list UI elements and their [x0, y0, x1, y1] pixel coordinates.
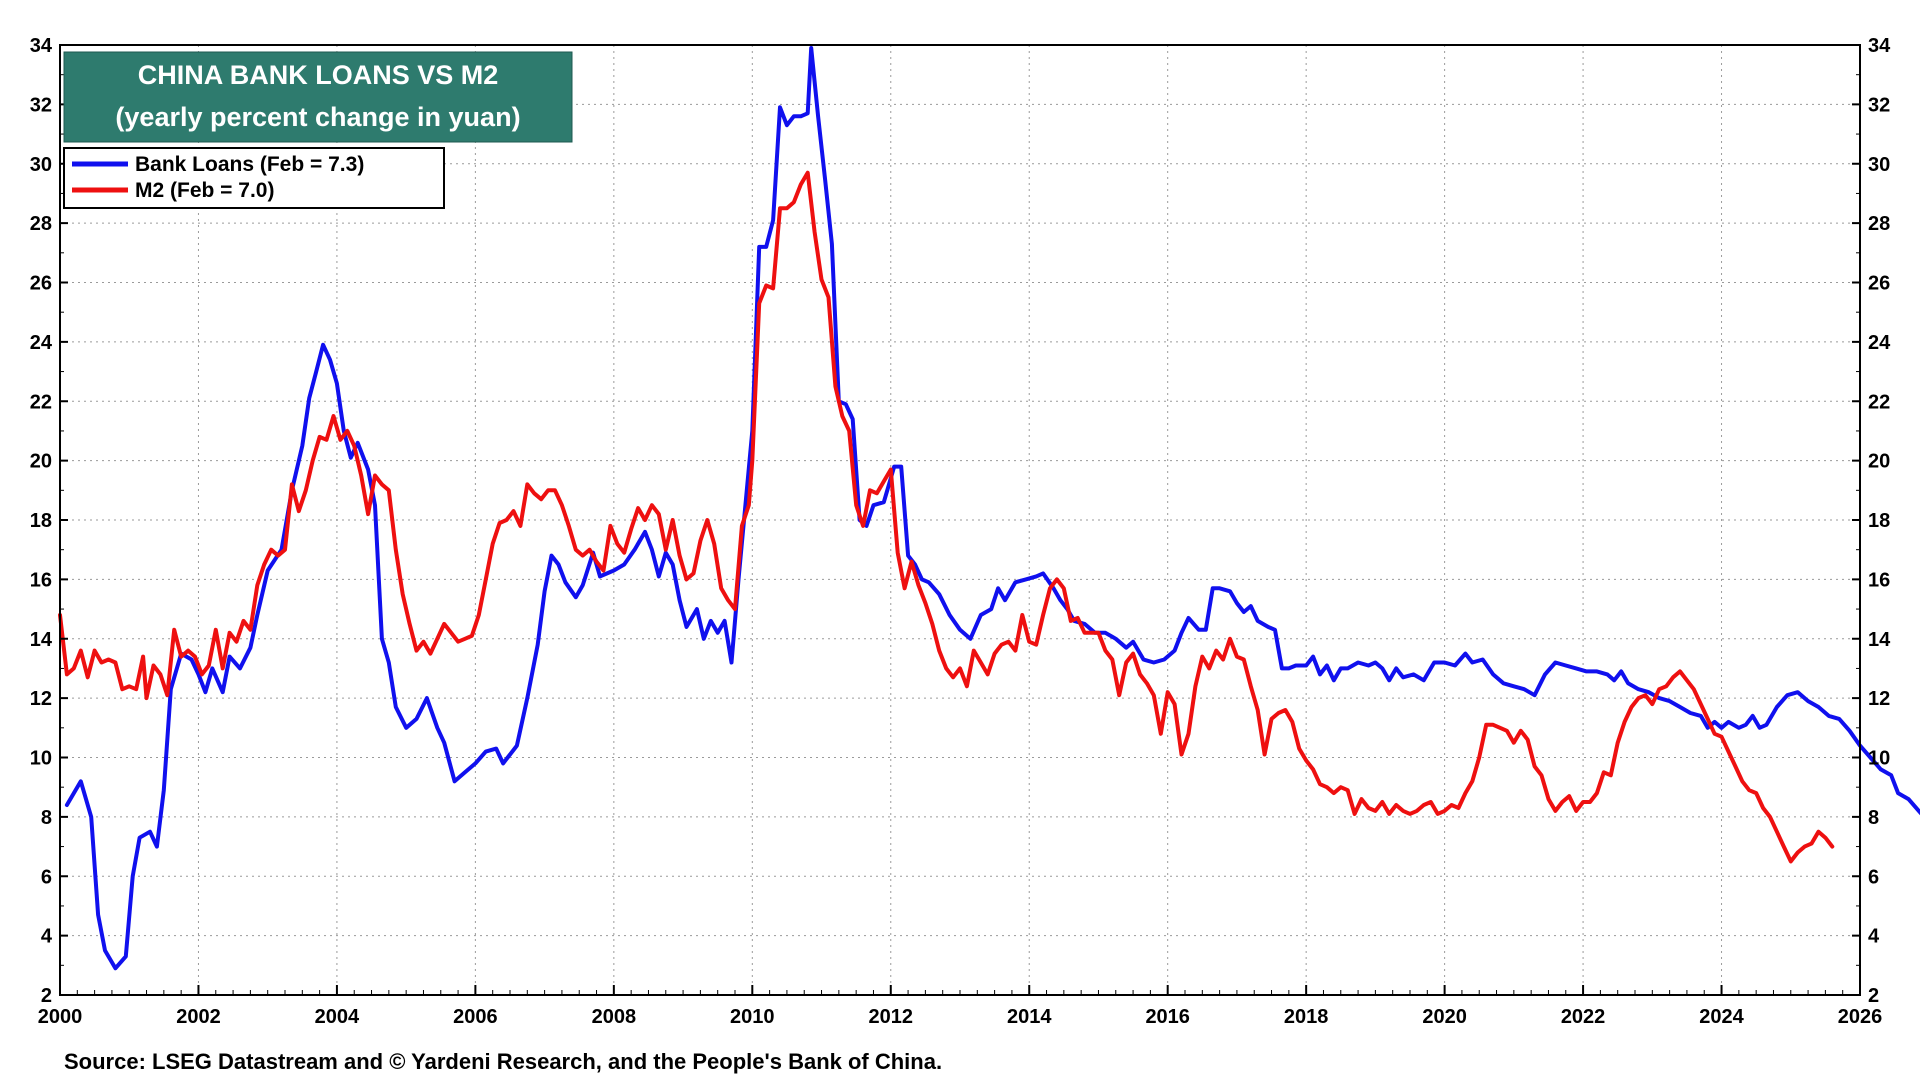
y-tick-label-left: 4 — [41, 926, 53, 948]
y-tick-label-left: 22 — [30, 391, 52, 413]
y-tick-label-right: 24 — [1868, 332, 1891, 354]
x-tick-label: 2012 — [869, 1006, 914, 1028]
x-tick-label: 2020 — [1422, 1006, 1467, 1028]
y-tick-label-right: 20 — [1868, 451, 1890, 473]
y-tick-label-left: 20 — [30, 451, 52, 473]
series-group — [58, 46, 1920, 971]
x-tick-label: 2004 — [315, 1006, 360, 1028]
y-tick-label-right: 12 — [1868, 688, 1890, 710]
y-tick-label-right: 26 — [1868, 273, 1890, 295]
title-box: CHINA BANK LOANS VS M2 (yearly percent c… — [63, 51, 573, 143]
x-tick-label: 2008 — [592, 1006, 637, 1028]
x-tick-label: 2026 — [1838, 1006, 1883, 1028]
y-tick-label-right: 30 — [1868, 154, 1890, 176]
y-tick-label-left: 28 — [30, 213, 52, 235]
y-tick-label-left: 30 — [30, 154, 52, 176]
y-tick-label-left: 26 — [30, 273, 52, 295]
y-tick-label-left: 24 — [30, 332, 53, 354]
y-tick-label-right: 18 — [1868, 510, 1890, 532]
y-tick-label-right: 2 — [1868, 985, 1879, 1007]
source-note: Source: LSEG Datastream and © Yardeni Re… — [64, 1049, 942, 1074]
y-tick-label-right: 28 — [1868, 213, 1890, 235]
y-tick-label-right: 10 — [1868, 748, 1890, 770]
title-background — [63, 51, 573, 143]
y-tick-label-left: 12 — [30, 688, 52, 710]
y-tick-label-left: 2 — [41, 985, 52, 1007]
x-tick-label: 2006 — [453, 1006, 498, 1028]
chart-title: CHINA BANK LOANS VS M2 — [138, 60, 499, 90]
x-tick-label: 2010 — [730, 1006, 775, 1028]
legend-box — [63, 147, 445, 209]
y-tick-label-left: 14 — [30, 629, 53, 651]
y-tick-label-right: 6 — [1868, 866, 1879, 888]
x-tick-label: 2002 — [176, 1006, 221, 1028]
legend-label-m2: M2 (Feb = 7.0) — [135, 179, 274, 202]
y-tick-label-right: 14 — [1868, 629, 1891, 651]
grid — [60, 45, 1860, 995]
y-tick-label-right: 34 — [1868, 35, 1891, 57]
y-tick-label-left: 6 — [41, 866, 52, 888]
y-tick-label-left: 8 — [41, 807, 52, 829]
x-tick-label: 2018 — [1284, 1006, 1329, 1028]
y-tick-label-right: 16 — [1868, 569, 1890, 591]
chart-subtitle: (yearly percent change in yuan) — [115, 102, 520, 132]
y-tick-label-right: 32 — [1868, 94, 1890, 116]
x-tick-label: 2000 — [38, 1006, 83, 1028]
y-tick-label-right: 4 — [1868, 926, 1880, 948]
y-tick-label-left: 34 — [30, 35, 53, 57]
y-tick-label-right: 8 — [1868, 807, 1879, 829]
legend-label-bank-loans: Bank Loans (Feb = 7.3) — [135, 153, 364, 176]
axis-ticks — [59, 44, 1861, 996]
y-tick-label-right: 22 — [1868, 391, 1890, 413]
x-tick-label: 2016 — [1145, 1006, 1190, 1028]
x-tick-label: 2014 — [1007, 1006, 1052, 1028]
series-line-m2 — [58, 170, 1835, 864]
y-tick-label-left: 18 — [30, 510, 52, 532]
y-tick-label-left: 32 — [30, 94, 52, 116]
series-line-bank-loans — [64, 46, 1920, 971]
y-tick-label-left: 10 — [30, 748, 52, 770]
x-tick-label: 2022 — [1561, 1006, 1606, 1028]
x-tick-label: 2024 — [1699, 1006, 1744, 1028]
legend: Bank Loans (Feb = 7.3) M2 (Feb = 7.0) — [63, 147, 445, 209]
y-tick-label-left: 16 — [30, 569, 52, 591]
